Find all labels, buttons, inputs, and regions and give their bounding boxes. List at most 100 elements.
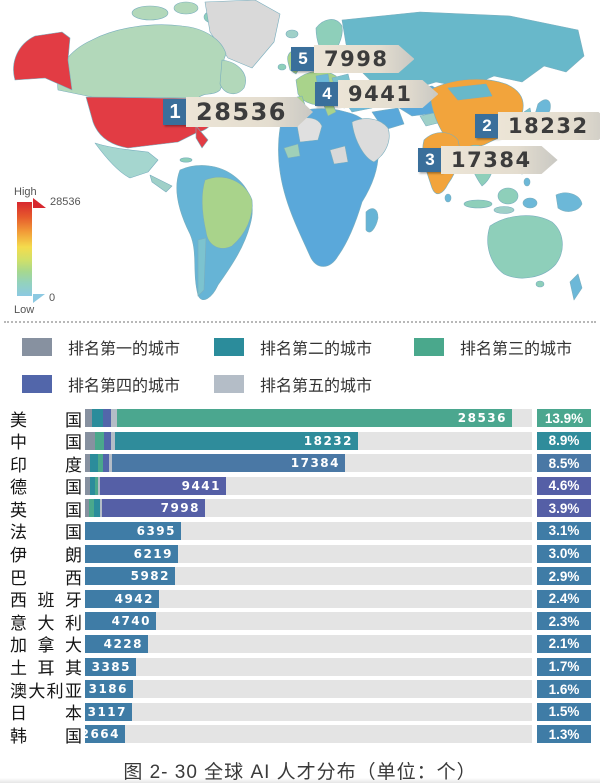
legend-swatch [22, 375, 52, 393]
percent-badge: 2.9% [537, 567, 591, 586]
country-label: 巴西 [10, 568, 82, 588]
city-rank4-segment [104, 431, 111, 450]
chart-row: 伊朗 6219 3.0% [10, 544, 600, 565]
stacked-bar: 28536 [85, 409, 512, 427]
stacked-bar: 3385 [85, 657, 136, 676]
region-central-america [149, 174, 173, 193]
region-sri-lanka [444, 193, 452, 203]
legend-item-rank5: 排名第五的城市 [214, 372, 414, 396]
map-callout-2: 2 18232 [475, 112, 600, 140]
city-rank3-segment [95, 431, 104, 450]
region-mongolia [447, 83, 493, 101]
bar-track: 28536 [85, 409, 532, 427]
region-cuba [179, 157, 193, 163]
chart-row: 意大利 4740 2.3% [10, 612, 600, 633]
stacked-bar: 2664 [85, 725, 125, 744]
city-rank3-segment [89, 499, 94, 518]
region-sumatra [463, 199, 493, 209]
region-russia [341, 11, 585, 93]
bar-track: 2664 [85, 725, 532, 744]
legend-item-rank4: 排名第四的城市 [22, 372, 214, 396]
chart-row: 加拿大 4228 2.1% [10, 634, 600, 655]
stacked-bar: 18232 [85, 431, 358, 450]
gradient-min-arrow-icon [33, 294, 45, 303]
city-rank1-segment [85, 499, 89, 518]
country-label: 西班牙 [10, 591, 82, 611]
bar-value-label: 3186 [85, 680, 133, 699]
percent-badge: 1.6% [537, 680, 591, 699]
city-rank5-segment [98, 476, 100, 495]
bar-value-label: 4228 [85, 634, 148, 653]
city-rank1-segment [85, 409, 92, 427]
region-ireland [277, 63, 287, 71]
region-arabia [351, 118, 390, 163]
region-arctic-island2 [173, 1, 199, 15]
bar-value-label: 7998 [102, 499, 205, 518]
gradient-max-value: 28536 [50, 196, 81, 208]
region-canada [57, 24, 227, 99]
stacked-bar: 4942 [85, 589, 159, 608]
country-label: 意大利 [10, 613, 82, 633]
city-rank3-segment [95, 476, 98, 495]
bar-value-label: 18232 [115, 431, 358, 450]
stacked-bar: 3186 [85, 680, 133, 699]
bar-value-label: 2664 [85, 725, 125, 744]
city-rank2-segment [92, 409, 103, 427]
legend-label: 排名第三的城市 [460, 341, 573, 358]
legend-label: 排名第二的城市 [260, 341, 373, 358]
country-label: 英国 [10, 500, 82, 520]
bar-value-label: 5982 [85, 567, 175, 586]
page-bottom-edge [0, 778, 600, 783]
stacked-bar: 4740 [85, 612, 156, 631]
callout-rank-badge: 1 [163, 99, 187, 125]
stacked-bar: 6219 [85, 544, 178, 563]
map-callout-1: 1 28536 [163, 97, 313, 127]
bar-track: 6395 [85, 521, 532, 540]
world-map-svg [13, 0, 585, 301]
city-rank4-segment [103, 409, 111, 427]
legend-item-rank2: 排名第二的城市 [214, 335, 414, 359]
region-sulawesi [522, 197, 538, 209]
percent-badge: 4.6% [537, 476, 591, 495]
percent-badge: 13.9% [537, 409, 591, 427]
bar-value-label: 4942 [85, 589, 159, 608]
city-rank2-segment [94, 499, 100, 518]
region-africa [278, 108, 379, 267]
legend-swatch [214, 375, 244, 393]
city-rank4-segment [103, 454, 109, 473]
country-label: 日本 [10, 704, 82, 724]
region-canada-east [219, 59, 246, 95]
map-gradient-legend: High 28536 0 Low [12, 186, 112, 316]
callout-value-banner: 17384 [441, 146, 558, 174]
country-label: 德国 [10, 478, 82, 498]
bar-chart: 美国 28536 13.9% 中国 18232 8.9% 印度 17384 8.5% 德国 9441… [0, 409, 600, 746]
city-rank2-segment [90, 454, 98, 473]
country-label: 印度 [10, 455, 82, 475]
city-rank-legend: 排名第一的城市 排名第二的城市 排名第三的城市 排名第四的城市 排名第五的城市 [22, 335, 600, 396]
chart-row: 德国 9441 4.6% [10, 476, 600, 497]
callout-value-banner: 7998 [314, 45, 414, 73]
region-tasmania [535, 280, 545, 288]
country-label: 加拿大 [10, 636, 82, 656]
stacked-bar: 3117 [85, 702, 132, 721]
bar-track: 4942 [85, 589, 532, 608]
bar-value-label: 9441 [100, 476, 226, 495]
chart-row: 西班牙 4942 2.4% [10, 589, 600, 610]
bar-value-label: 3385 [85, 657, 136, 676]
city-rank1-segment [85, 431, 95, 450]
bar-track: 5982 [85, 567, 532, 586]
city-rank3-segment [98, 454, 103, 473]
region-australia [487, 215, 563, 279]
region-chile [197, 237, 207, 297]
percent-badge: 1.7% [537, 657, 591, 676]
chart-row: 美国 28536 13.9% [10, 409, 600, 430]
country-label: 伊朗 [10, 546, 82, 566]
bar-track: 9441 [85, 476, 532, 495]
chart-row: 韩国2664 1.3% [10, 725, 600, 746]
city-rank5-segment [111, 431, 115, 450]
bar-value-label: 6395 [85, 521, 181, 540]
city-rank1-segment [85, 454, 90, 473]
percent-badge: 1.3% [537, 725, 591, 744]
chart-row: 澳大利亚 3186 1.6% [10, 680, 600, 701]
